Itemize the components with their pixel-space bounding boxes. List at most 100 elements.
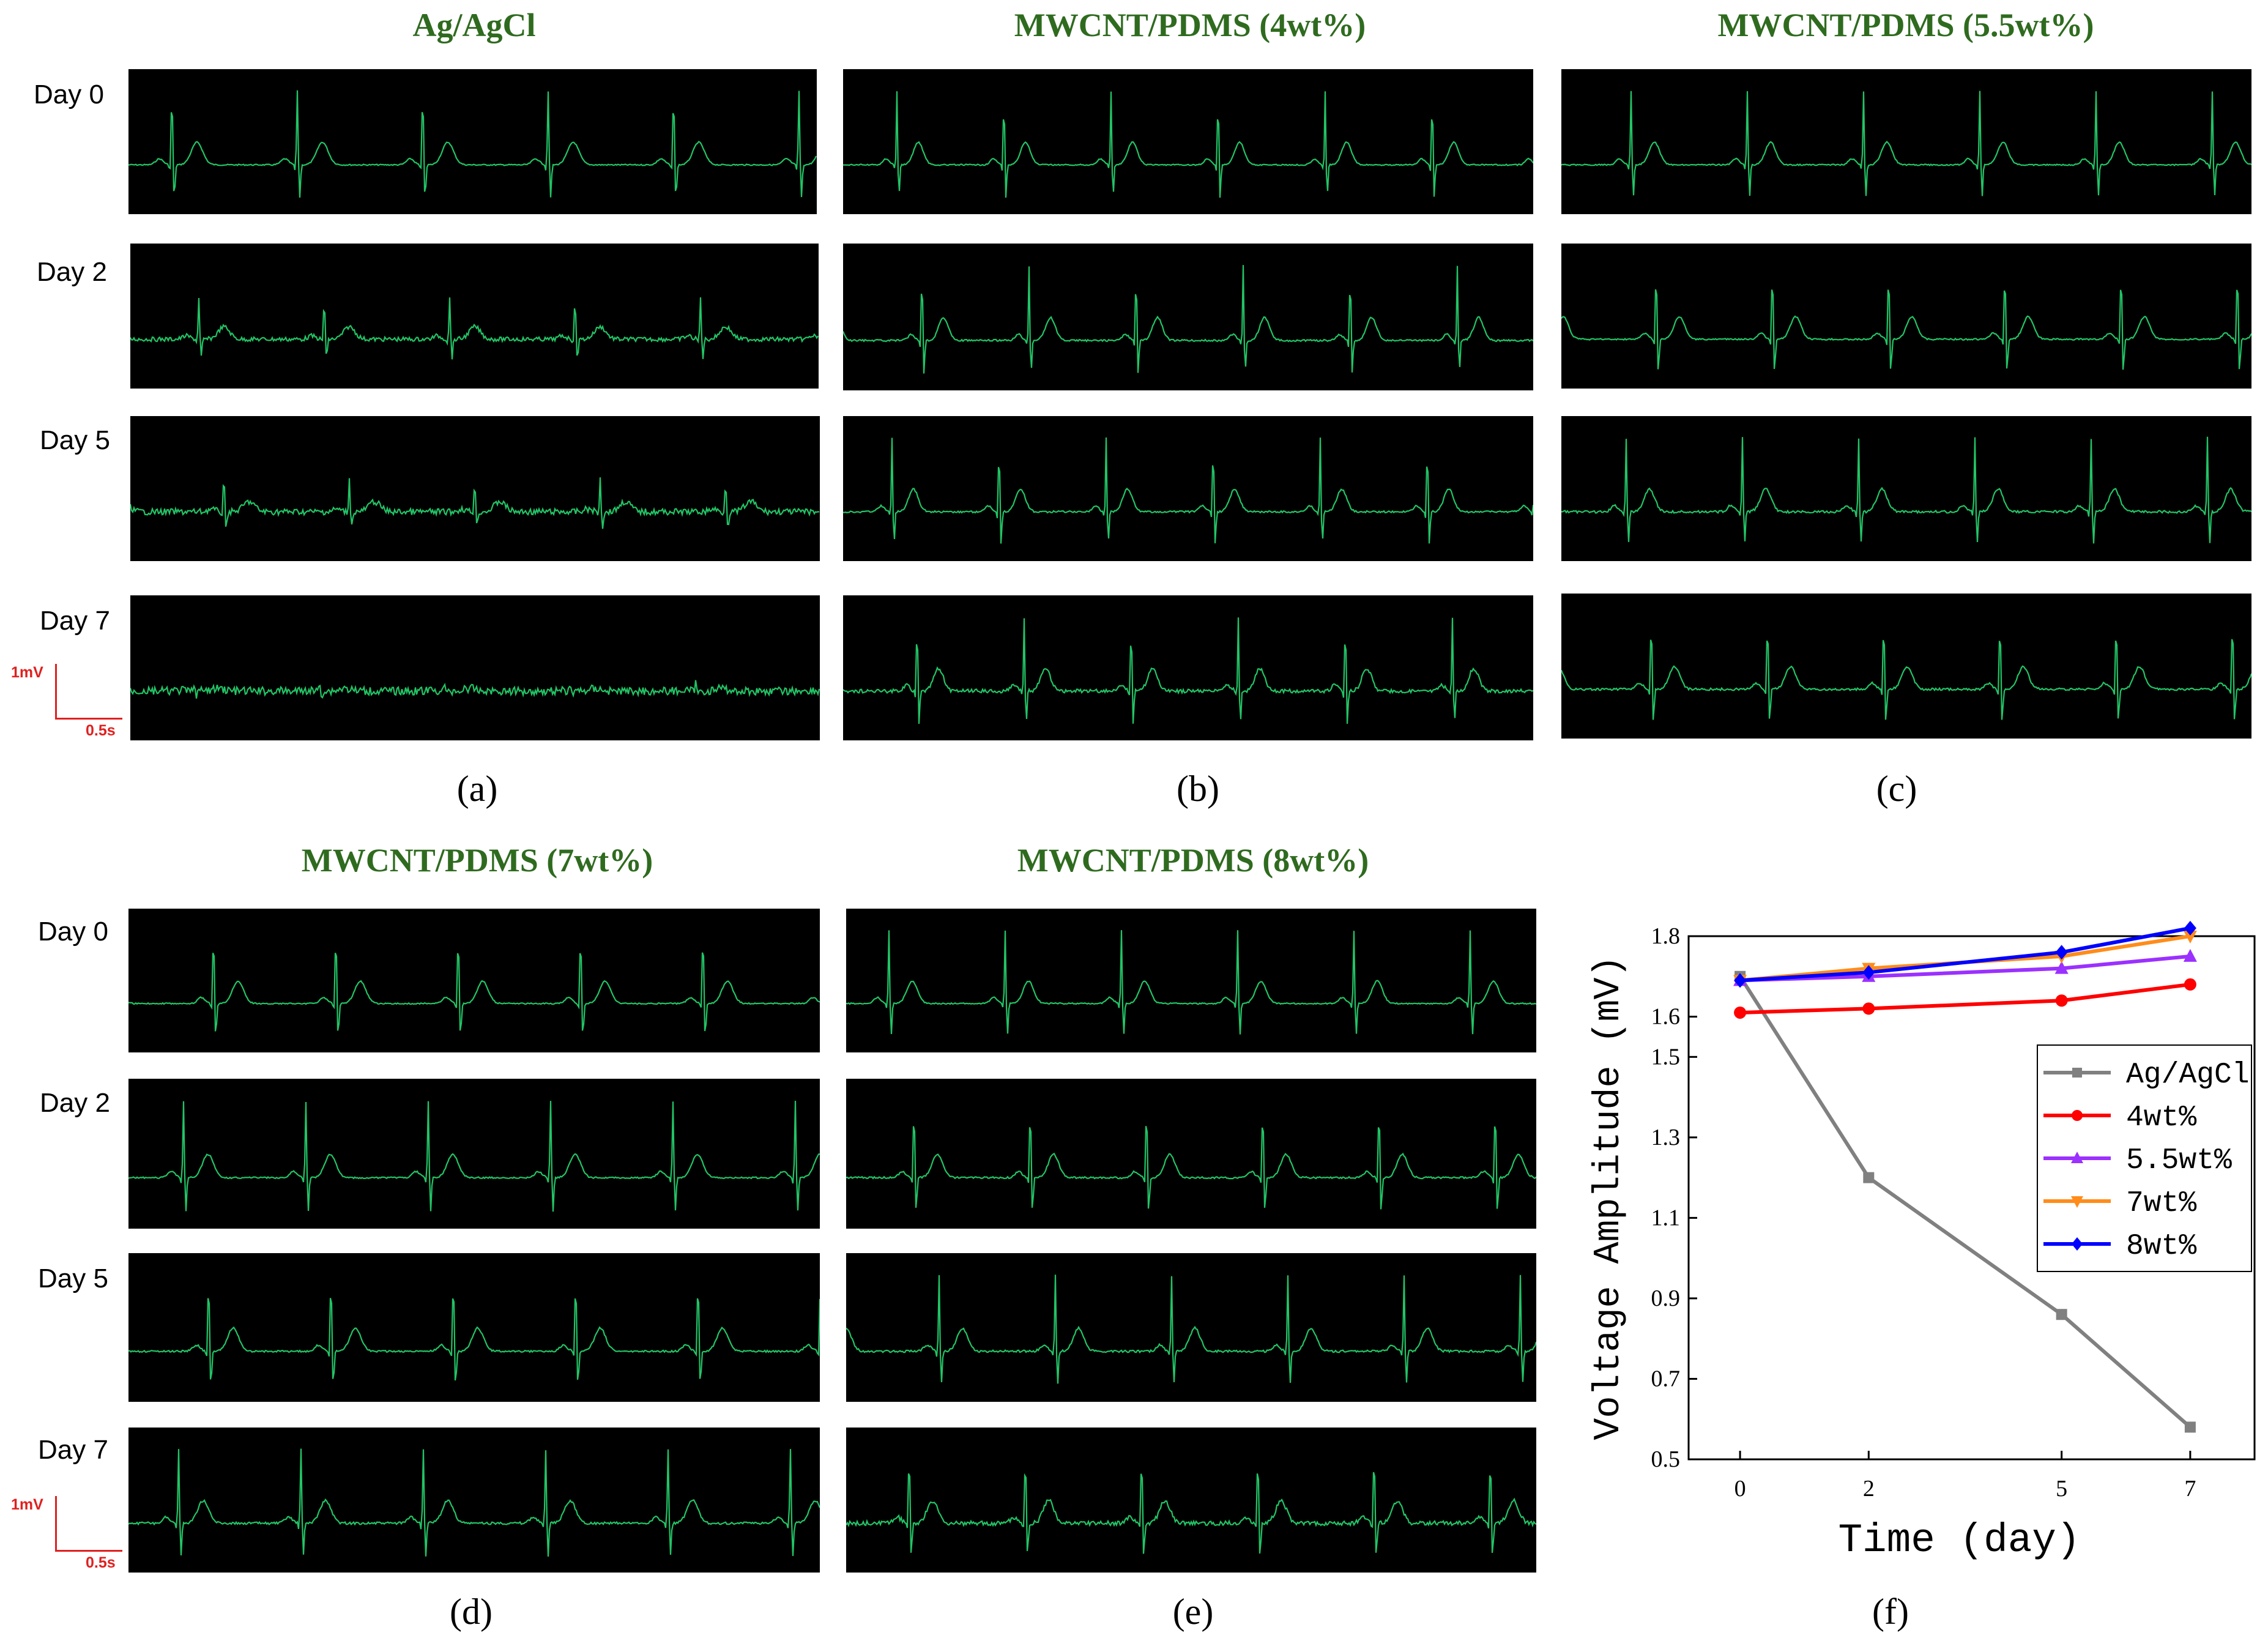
day-label-top-7: Day 7 — [40, 606, 110, 636]
ecg-waveform — [843, 265, 1533, 374]
data-point — [1863, 1172, 1875, 1183]
ecg-c-day7 — [1561, 594, 2251, 739]
data-point — [1734, 1006, 1747, 1019]
ecg-trace — [128, 1448, 820, 1557]
panel-label-e: (e) — [1172, 1591, 1214, 1632]
ecg-waveform — [130, 297, 819, 360]
ecg-e-day5 — [846, 1253, 1536, 1402]
ecg-d-day7 — [128, 1428, 820, 1573]
title-4wt: MWCNT/PDMS (4wt%) — [1014, 7, 1366, 43]
ecg-e-day7 — [846, 1428, 1536, 1573]
title-5-5wt: MWCNT/PDMS (5.5wt%) — [1717, 7, 2094, 43]
ecg-b-day0 — [843, 69, 1533, 214]
ecg-waveform — [1561, 639, 2251, 720]
series-line — [1739, 982, 2191, 1014]
ecg-b-day7 — [843, 595, 1533, 740]
data-point — [2072, 1068, 2082, 1078]
ecg-c-day2 — [1561, 244, 2251, 389]
data-point — [2184, 1421, 2196, 1433]
day-label-bottom-5: Day 5 — [38, 1264, 108, 1294]
ecg-trace — [130, 680, 820, 699]
ecg-c-day0 — [1561, 69, 2251, 214]
x-axis-label: Time (day) — [1838, 1517, 2080, 1563]
data-point — [2183, 948, 2197, 962]
y-tick-label: 1.3 — [1651, 1125, 1681, 1150]
ecg-trace — [1561, 436, 2251, 544]
y-tick-label: 0.9 — [1651, 1286, 1681, 1311]
ecg-waveform — [843, 437, 1533, 544]
data-point — [2072, 1237, 2083, 1251]
panel-label-c: (c) — [1876, 769, 1917, 809]
title-7wt: MWCNT/PDMS (7wt%) — [301, 842, 653, 879]
scale-bar-voltage: 1mV — [11, 1496, 43, 1513]
series-line — [1739, 954, 2191, 983]
ecg-waveform — [128, 1298, 820, 1381]
series-8wt- — [1734, 920, 2196, 988]
ecg-waveform — [843, 91, 1533, 198]
day-label-bottom-7: Day 7 — [38, 1435, 108, 1465]
day-label-bottom-0: Day 0 — [38, 917, 108, 947]
ecg-e-day0 — [846, 909, 1536, 1052]
panel-label-a: (a) — [456, 769, 498, 809]
x-tick-label: 0 — [1734, 1476, 1746, 1502]
title-ag-agcl: Ag/AgCl — [412, 7, 536, 43]
data-point — [2055, 945, 2068, 960]
legend-entry: 8wt% — [2126, 1230, 2196, 1263]
title-8wt: MWCNT/PDMS (8wt%) — [1017, 842, 1369, 879]
ecg-trace — [846, 1126, 1536, 1210]
ecg-waveform — [128, 1448, 820, 1557]
data-point — [2056, 1309, 2067, 1320]
ecg-trace — [846, 1472, 1536, 1554]
day-label-top-5: Day 5 — [40, 425, 110, 455]
scale-bar-time: 0.5s — [86, 1554, 116, 1571]
ecg-waveform — [846, 1275, 1536, 1384]
y-tick-label: 1.1 — [1651, 1205, 1681, 1230]
ecg-trace — [846, 1275, 1536, 1384]
ecg-waveform — [846, 1472, 1536, 1554]
data-point — [1862, 1002, 1875, 1015]
ecg-trace — [843, 265, 1533, 374]
data-point — [2054, 961, 2069, 974]
ecg-waveform — [128, 952, 820, 1032]
day-label-top-0: Day 0 — [34, 80, 104, 110]
ecg-a-day2 — [130, 244, 819, 389]
panel-label-d: (d) — [450, 1591, 493, 1632]
ecg-trace — [1561, 639, 2251, 720]
scale-bar-time: 0.5s — [86, 722, 116, 739]
ecg-trace — [843, 617, 1533, 724]
ecg-trace — [130, 477, 820, 529]
ecg-a-day0 — [128, 69, 817, 214]
legend: Ag/AgCl 4wt% 5.5wt% 7wt% 8wt% — [2037, 1044, 2252, 1272]
scale-bar-voltage: 1mV — [11, 664, 43, 681]
ecg-d-day5 — [128, 1253, 820, 1402]
ecg-waveform — [843, 617, 1533, 724]
ecg-b-day5 — [843, 416, 1533, 561]
ecg-a-day7 — [130, 595, 820, 740]
ecg-waveform — [130, 477, 820, 529]
ecg-trace — [128, 1100, 820, 1212]
ecg-waveform — [1561, 289, 2251, 370]
ecg-waveform — [128, 90, 817, 198]
day-label-top-2: Day 2 — [37, 257, 107, 287]
x-tick-label: 5 — [2056, 1476, 2067, 1502]
x-tick-label: 2 — [1863, 1476, 1875, 1502]
ecg-b-day2 — [843, 244, 1533, 390]
ecg-trace — [128, 1298, 820, 1381]
series-line — [1738, 975, 2192, 1429]
y-axis-label: Voltage Amplitude (mV) — [1588, 955, 1630, 1440]
data-point — [2071, 1152, 2083, 1163]
series-line — [1739, 926, 2191, 983]
ecg-a-day5 — [130, 416, 820, 561]
ecg-trace — [128, 90, 817, 198]
plot-frame — [1687, 935, 2256, 1461]
legend-entry: 4wt% — [2126, 1101, 2196, 1134]
data-point — [2071, 1196, 2083, 1208]
ecg-trace — [1561, 91, 2251, 196]
data-point — [1734, 973, 1747, 988]
data-point — [2183, 931, 2197, 944]
ecg-d-day0 — [128, 909, 820, 1052]
day-label-bottom-2: Day 2 — [40, 1088, 110, 1118]
ecg-trace — [846, 930, 1536, 1035]
series-4wt- — [1734, 978, 2196, 1019]
voltage-amplitude-chart: 0.5 0.7 0.9 1.1 1.3 1.5 1.6 1.8 0 2 5 7 Time (day) Vo… — [1588, 920, 2256, 1563]
